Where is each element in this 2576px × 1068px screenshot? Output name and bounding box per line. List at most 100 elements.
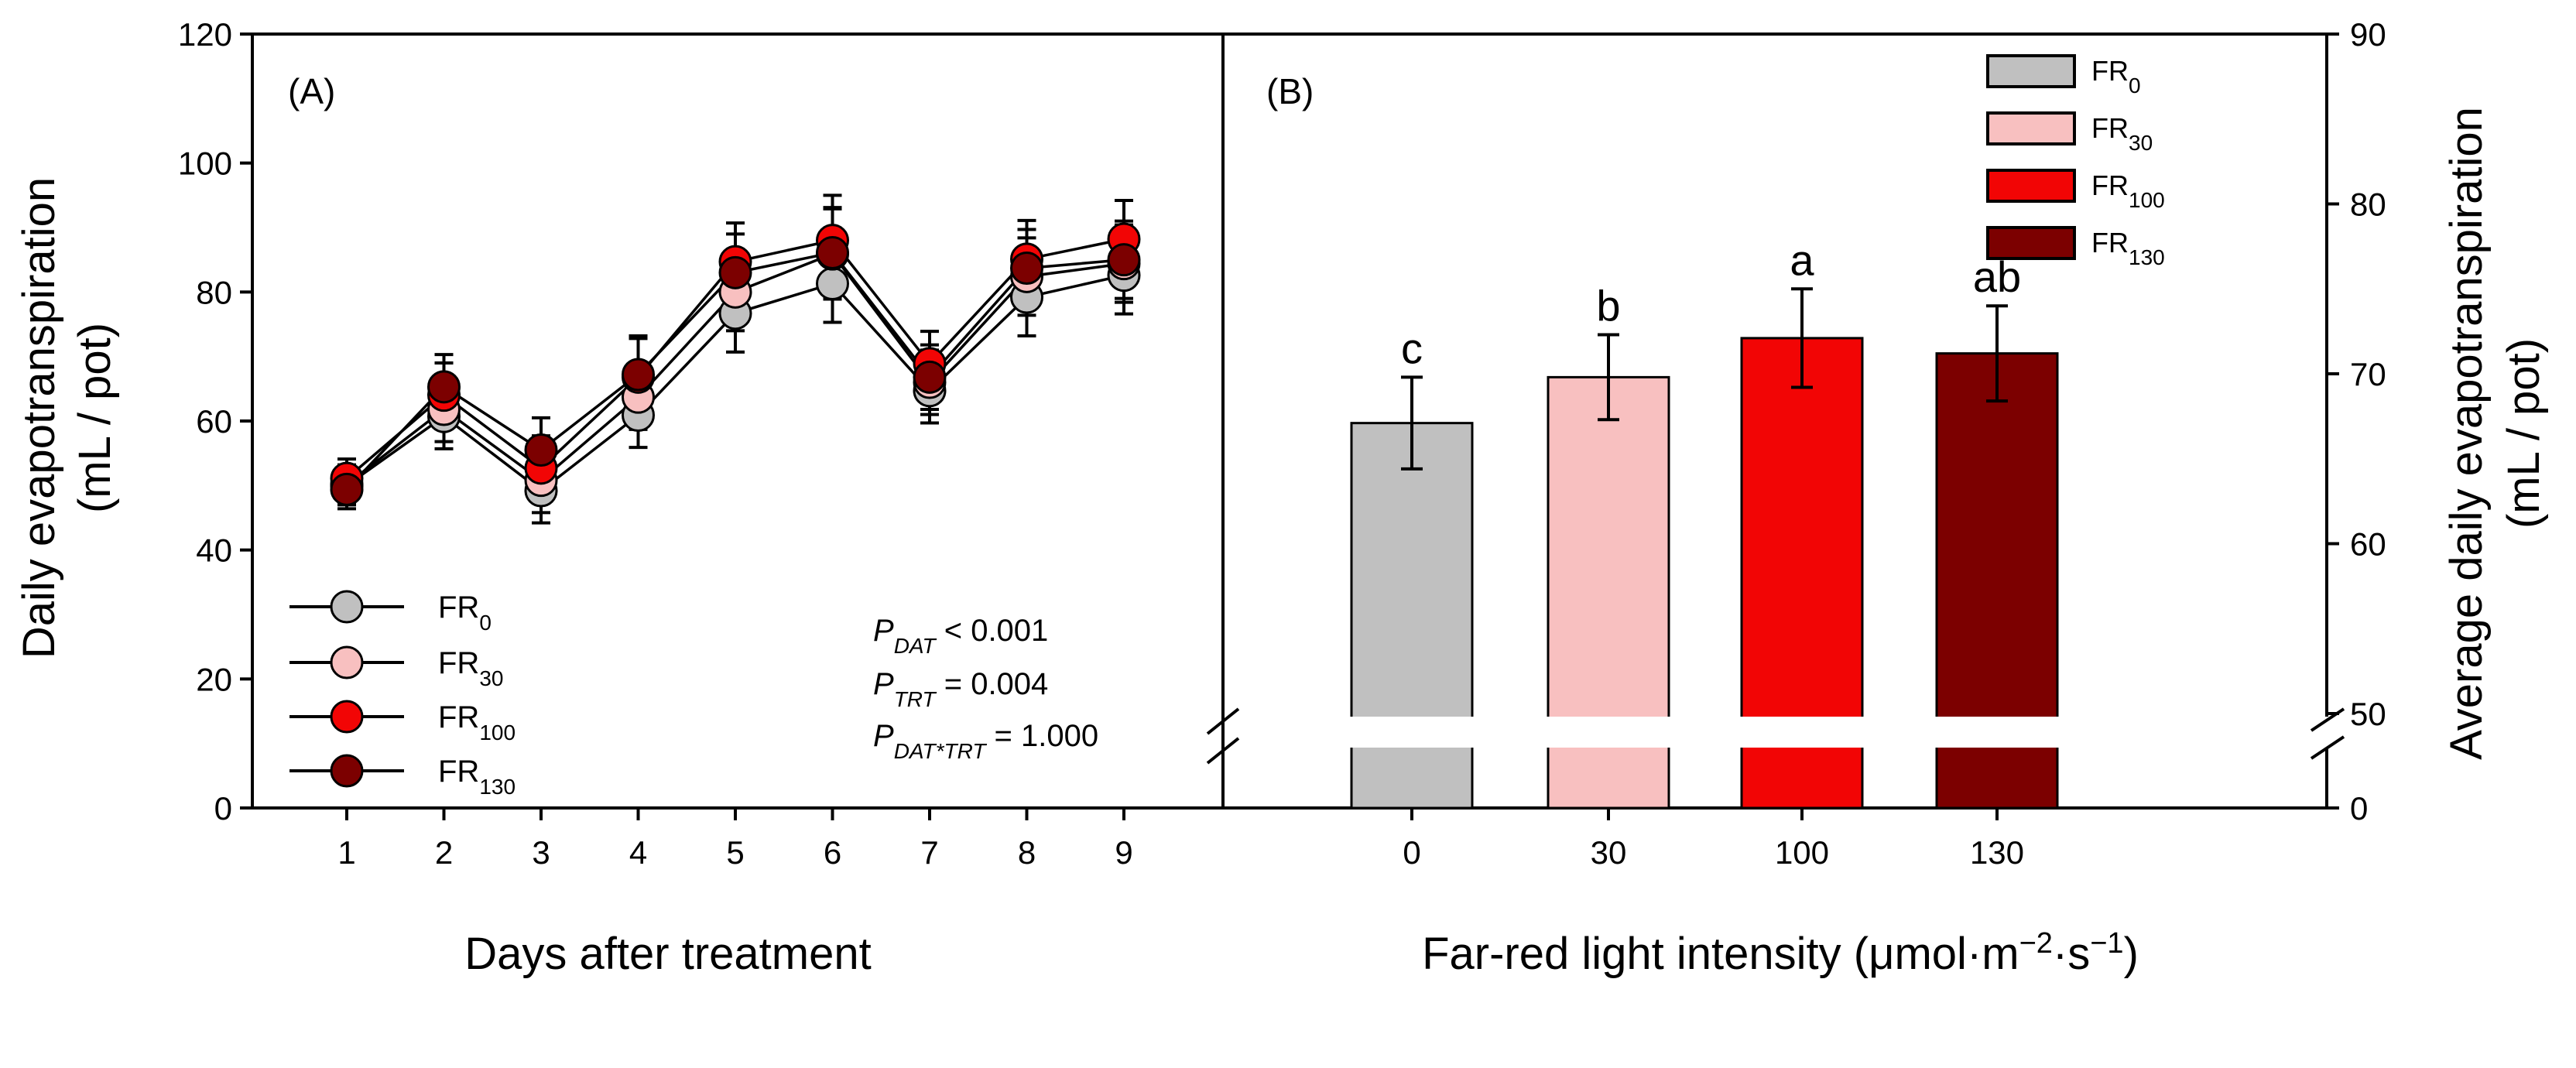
y-tick-label: 0: [2350, 790, 2368, 827]
p-value: = 1.000: [985, 719, 1098, 753]
legend-item: FR0: [1986, 54, 2141, 98]
legend-swatch: [1986, 111, 2076, 145]
legend-subscript: 30: [479, 666, 503, 690]
legend-label: FR0: [2091, 55, 2141, 98]
x-title-part: Far-red light intensity (μmol·m: [1422, 929, 2019, 979]
p-subscript: DAT*TRT: [894, 739, 988, 763]
y-axis-title-right: Average daily evapotranspiration (mL / po…: [2441, 107, 2549, 760]
y-tick-label: 70: [2350, 356, 2386, 392]
legend-subscript: 100: [2129, 188, 2165, 212]
y-axis-title-line1: Average daily evapotranspiration: [2441, 107, 2492, 760]
y-tick-label: 60: [2350, 526, 2386, 563]
legend-label: FR30: [2091, 112, 2153, 155]
y-tick-label: 80: [196, 274, 232, 310]
p-value: < 0.001: [936, 614, 1049, 648]
legend-text: FR: [438, 646, 479, 680]
p-symbol: P: [873, 614, 894, 648]
legend-subscript: 130: [2129, 245, 2165, 269]
y-tick-label: 80: [2350, 187, 2386, 223]
p-subscript: TRT: [894, 687, 937, 711]
data-point: [427, 370, 461, 404]
legend-marker: [330, 645, 364, 679]
x-tick-label: 6: [824, 834, 841, 871]
x-tick-label: 4: [629, 834, 647, 871]
y-axis-title: Daily evapotranspiration (mL / pot): [14, 177, 120, 659]
data-point: [524, 433, 558, 467]
x-title-part: ): [2124, 929, 2139, 979]
x-tick-label: 5: [726, 834, 744, 871]
legend-swatch: [1986, 169, 2076, 203]
legend-label: FR130: [438, 755, 516, 799]
data-point: [816, 236, 849, 269]
x-tick-label: 0: [1403, 834, 1420, 871]
axis-break-band: [1254, 717, 2322, 748]
legend-text: FR: [438, 700, 479, 734]
y-tick-label: 120: [178, 16, 232, 53]
x-axis-title: Days after treatment: [464, 929, 871, 979]
legend-subscript: 0: [479, 611, 492, 635]
data-point: [622, 358, 655, 392]
p-value-annotation: PDAT*TRT = 1.000: [873, 719, 1098, 763]
y-tick-label: 0: [214, 790, 232, 827]
x-title-part: ·s: [2053, 929, 2090, 979]
x-tick-label: 8: [1018, 834, 1036, 871]
legend-text: FR: [2091, 112, 2129, 144]
p-symbol: P: [873, 719, 894, 753]
legend-swatch: [1986, 226, 2076, 260]
legend-item: FR100: [289, 700, 516, 745]
x-title-superscript: −1: [2090, 927, 2123, 960]
y-tick-label: 50: [2350, 696, 2386, 732]
legend-label: FR100: [438, 700, 516, 745]
legend-marker: [330, 700, 364, 734]
x-tick-label: 9: [1115, 834, 1132, 871]
significance-letter: c: [1401, 323, 1423, 372]
x-tick-label: 1: [337, 834, 355, 871]
data-point: [718, 255, 752, 289]
p-subscript: DAT: [894, 634, 937, 658]
data-point: [913, 360, 947, 394]
legend-subscript: 130: [479, 775, 516, 799]
panel-b: c 0 b 30 a 100 ab 130 50 60 70 80 90 0 Far-red light i…: [1206, 16, 2549, 979]
axis-break-mark: [1206, 737, 1240, 765]
p-value-annotation: PDAT < 0.001: [873, 614, 1048, 658]
legend-swatch: [1986, 54, 2076, 88]
x-tick-label: 7: [920, 834, 938, 871]
x-tick-label: 130: [1970, 834, 2024, 871]
legend-marker: [330, 590, 364, 624]
significance-letter: ab: [1973, 252, 2021, 301]
legend-text: FR: [438, 755, 479, 789]
data-point: [330, 472, 364, 506]
legend-label: FR30: [438, 646, 503, 690]
x-tick-label: 100: [1775, 834, 1829, 871]
legend-item: FR30: [1986, 111, 2153, 155]
panel-a: 0 20 40 60 80 100 120 1 2 3 4 5 6 7 8 9 Days after treat…: [14, 16, 1225, 979]
x-tick-label: 2: [435, 834, 453, 871]
data-point: [1010, 252, 1043, 285]
y-axis-title-line2: (mL / pot): [70, 323, 120, 513]
significance-letter: b: [1596, 282, 1620, 330]
legend-item: FR0: [289, 590, 492, 635]
y-axis-title-line1: Daily evapotranspiration: [14, 177, 64, 659]
p-value-annotation: PTRT = 0.004: [873, 667, 1048, 711]
legend-item: FR100: [1986, 169, 2165, 212]
data-point: [816, 267, 849, 300]
x-title-superscript: −2: [2019, 927, 2053, 960]
data-point: [1107, 243, 1141, 277]
legend-text: FR: [2091, 55, 2129, 87]
legend-subscript: 0: [2129, 74, 2141, 98]
legend-text: FR: [2091, 227, 2129, 258]
legend-text: FR: [2091, 169, 2129, 201]
p-symbol: P: [873, 667, 894, 701]
y-axis-title-line2: (mL / pot): [2499, 338, 2549, 529]
axis-break-mark: [1206, 707, 1240, 735]
y-tick-label: 20: [196, 661, 232, 697]
y-tick-label: 60: [196, 403, 232, 440]
legend-item: FR30: [289, 645, 503, 690]
y-tick-label: 100: [178, 145, 232, 182]
legend-item: FR130: [289, 754, 516, 799]
x-tick-label: 30: [1591, 834, 1627, 871]
panel-label-a: (A): [288, 71, 335, 111]
p-value: = 0.004: [936, 667, 1049, 701]
legend-label: FR100: [2091, 169, 2165, 212]
